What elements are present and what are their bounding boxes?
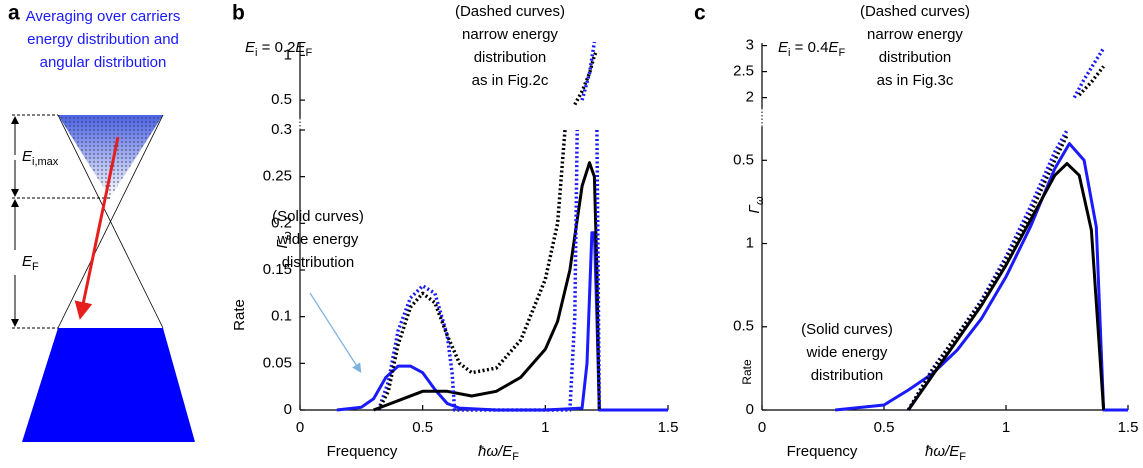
- y-tick-label: 0.15: [263, 261, 292, 278]
- dashed-curve: [376, 129, 567, 411]
- energy-label-part: F: [305, 47, 312, 59]
- dashed-curve: [906, 129, 1069, 411]
- x-axis-label-part: F: [512, 451, 519, 463]
- y-tick-label: 1: [746, 234, 754, 251]
- y-axis-symbol-part: ω: [282, 231, 294, 240]
- x-tick-label: 0: [296, 419, 304, 436]
- y-tick-label: 0.5: [733, 151, 754, 168]
- y-tick-label: 0.25: [263, 168, 292, 185]
- dashed-curve: [580, 41, 597, 101]
- annotation: distribution: [474, 49, 547, 66]
- y-tick-label: 0.3: [271, 121, 292, 138]
- annotation: (Dashed curves): [860, 3, 970, 20]
- y-tick-label: 0.5: [733, 318, 754, 335]
- annotation-arrow: [309, 292, 362, 374]
- dashed-curve: [376, 129, 579, 412]
- cone-edge: [57, 114, 164, 329]
- diagram-title: energy distribution and: [27, 31, 179, 48]
- y-tick-label: 3: [746, 37, 754, 54]
- filled-band: [22, 328, 195, 442]
- y-axis-symbol: Γω: [746, 196, 766, 214]
- y-tick-label: 0: [284, 401, 292, 418]
- x-tick-label: 1: [1002, 419, 1010, 436]
- dashed-curve: [1077, 65, 1105, 97]
- x-tick-label: 0.5: [412, 419, 433, 436]
- annotation: (Solid curves): [801, 321, 893, 338]
- annotation: wide energy: [277, 231, 359, 248]
- annotation: (Solid curves): [272, 208, 364, 225]
- dashed-curve: [573, 50, 599, 106]
- panel-a: a Averaging over carriers energy distrib…: [8, 2, 195, 442]
- diagram-title: Averaging over carriers: [26, 8, 181, 25]
- x-axis-label-part: F: [959, 451, 966, 463]
- x-axis-caption: Frequency: [327, 443, 398, 460]
- energy-label-part: i: [788, 47, 790, 59]
- energy-label-part: E: [828, 39, 839, 56]
- x-axis-label: ħω/EF: [478, 443, 519, 463]
- e-imax-label: Ei,max: [22, 148, 59, 168]
- dashed-curve: [906, 134, 1069, 411]
- energy-label-part: F: [838, 47, 845, 59]
- y-tick-label: 0: [746, 401, 754, 418]
- x-axis-label: ħω/EF: [925, 443, 966, 463]
- y-axis-label: Rate: [740, 359, 754, 385]
- annotation: as in Fig.3c: [877, 72, 954, 89]
- energy-label-part: = 0.2: [257, 39, 295, 56]
- solid-curve: [336, 231, 668, 412]
- panel-label: a: [8, 2, 20, 25]
- x-axis-caption: Frequency: [787, 443, 858, 460]
- annotation: distribution: [879, 49, 952, 66]
- solid-curve: [907, 162, 1106, 411]
- y-tick-label: 0.1: [271, 308, 292, 325]
- transition-arrow: [74, 136, 120, 320]
- y-tick-label: 0.05: [263, 354, 292, 371]
- annotation: as in Fig.2c: [472, 72, 549, 89]
- y-tick-label: 0.2: [271, 214, 292, 231]
- annotation: wide energy: [806, 344, 888, 361]
- annotation: narrow energy: [867, 26, 963, 43]
- x-axis-label-part: ħω/: [478, 443, 504, 460]
- annotation: distribution: [811, 367, 884, 384]
- y-tick-label: 2: [746, 89, 754, 106]
- x-tick-label: 1.5: [658, 419, 679, 436]
- x-axis-label-part: ħω/: [925, 443, 951, 460]
- energy-label-part: E: [295, 39, 306, 56]
- solid-curve: [373, 161, 601, 412]
- annotation: narrow energy: [462, 26, 558, 43]
- energy-label: Ei = 0.4EF: [778, 39, 845, 59]
- solid-curve: [835, 142, 1128, 412]
- dashed-curve: [1072, 47, 1106, 99]
- y-axis-symbol-part: Γ: [746, 204, 763, 214]
- cone-dots: [58, 115, 163, 198]
- x-tick-label: 0.5: [874, 419, 895, 436]
- panel-label: b: [232, 2, 245, 25]
- diagram-title: angular distribution: [40, 54, 167, 71]
- y-axis-symbol-part: Γ: [274, 239, 291, 249]
- panel-label: c: [694, 2, 706, 25]
- y-axis-label: Rate: [231, 299, 248, 331]
- energy-label-part: = 0.4: [790, 39, 828, 56]
- annotation: distribution: [282, 254, 355, 271]
- y-axis-symbol-part: ω: [754, 196, 766, 205]
- y-tick-label: 2.5: [733, 63, 754, 80]
- x-tick-label: 0: [758, 419, 766, 436]
- x-tick-label: 1: [541, 419, 549, 436]
- dashed-curve: [595, 129, 602, 411]
- energy-label-part: i: [255, 47, 257, 59]
- y-tick-label: 0.5: [271, 91, 292, 108]
- x-axis-label-part: E: [502, 443, 513, 460]
- energy-label: Ei = 0.2EF: [245, 39, 312, 59]
- energy-label-part: E: [245, 39, 256, 56]
- x-tick-label: 1.5: [1118, 419, 1139, 436]
- y-axis-symbol: Γω: [274, 231, 294, 249]
- annotation: (Dashed curves): [455, 3, 565, 20]
- x-axis-label-part: E: [949, 443, 960, 460]
- y-tick-label: 1: [284, 46, 292, 63]
- energy-label-part: E: [778, 39, 789, 56]
- e-f-label: EF: [22, 253, 39, 273]
